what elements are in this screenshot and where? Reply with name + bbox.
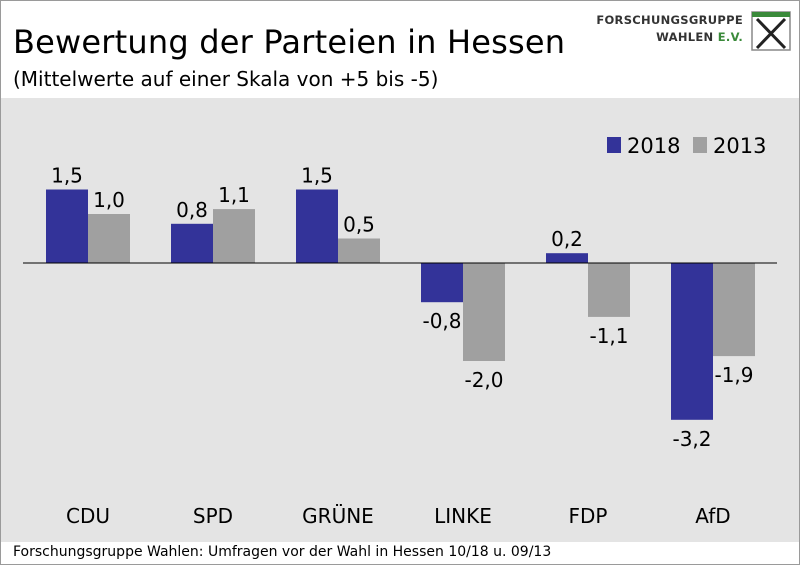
value-label-2018-fdp: 0,2 xyxy=(551,227,583,251)
value-label-2018-grüne: 1,5 xyxy=(301,164,333,188)
bar-2018-linke xyxy=(421,263,463,303)
legend-swatch-2013 xyxy=(693,137,707,153)
bar-2013-afd xyxy=(713,263,755,357)
chart-subtitle: (Mittelwerte auf einer Skala von +5 bis … xyxy=(13,67,439,91)
bar-2013-fdp xyxy=(588,263,630,317)
value-label-2013-afd: -1,9 xyxy=(714,363,753,387)
value-label-2018-spd: 0,8 xyxy=(176,198,208,222)
value-label-2013-cdu: 1,0 xyxy=(93,188,125,212)
chart-area: 2018 2013 1,5 1,0 CDU 0,8 1,1 SPD 1,5 0,5 GRÜNE -0,… xyxy=(1,98,799,542)
category-label-afd: AfD xyxy=(695,504,730,528)
forschungsgruppe-logo: FORSCHUNGSGRUPPE WAHLEN E.V. xyxy=(596,9,795,53)
value-label-2018-linke: -0,8 xyxy=(422,309,461,333)
logo-text-line2: WAHLEN E.V. xyxy=(656,30,743,44)
bar-2018-grüne xyxy=(296,189,338,263)
bar-2013-spd xyxy=(213,209,255,263)
logo-text-line1: FORSCHUNGSGRUPPE xyxy=(596,13,743,27)
chart-title: Bewertung der Parteien in Hessen xyxy=(13,23,566,61)
category-label-spd: SPD xyxy=(193,504,233,528)
source-note: Forschungsgruppe Wahlen: Umfragen vor de… xyxy=(13,544,552,560)
bar-2013-cdu xyxy=(88,214,130,263)
logo-text-ev: E.V. xyxy=(717,30,743,44)
value-label-2013-spd: 1,1 xyxy=(218,183,250,207)
bar-2018-afd xyxy=(671,263,713,420)
value-label-2013-fdp: -1,1 xyxy=(589,324,628,348)
bar-chart: 2018 2013 1,5 1,0 CDU 0,8 1,1 SPD 1,5 0,5 GRÜNE -0,… xyxy=(23,134,777,528)
logo-text-wahlen: WAHLEN xyxy=(656,30,718,44)
category-label-fdp: FDP xyxy=(569,504,608,528)
header: Bewertung der Parteien in Hessen (Mittel… xyxy=(1,1,799,98)
bar-2018-spd xyxy=(171,223,213,263)
category-label-linke: LINKE xyxy=(434,504,492,528)
value-label-2013-grüne: 0,5 xyxy=(343,213,375,237)
value-label-2013-linke: -2,0 xyxy=(464,368,503,392)
bar-2013-grüne xyxy=(338,238,380,263)
value-label-2018-afd: -3,2 xyxy=(672,427,711,451)
ballot-cross-icon xyxy=(751,11,791,51)
category-label-cdu: CDU xyxy=(66,504,110,528)
legend-swatch-2018 xyxy=(607,137,621,153)
value-label-2018-cdu: 1,5 xyxy=(51,164,83,188)
bar-2013-linke xyxy=(463,263,505,361)
legend-label-2013: 2013 xyxy=(713,134,766,158)
bar-2018-fdp xyxy=(546,253,588,263)
legend-label-2018: 2018 xyxy=(627,134,680,158)
category-label-grüne: GRÜNE xyxy=(302,504,374,528)
footer: Forschungsgruppe Wahlen: Umfragen vor de… xyxy=(1,542,799,564)
bar-2018-cdu xyxy=(46,189,88,263)
